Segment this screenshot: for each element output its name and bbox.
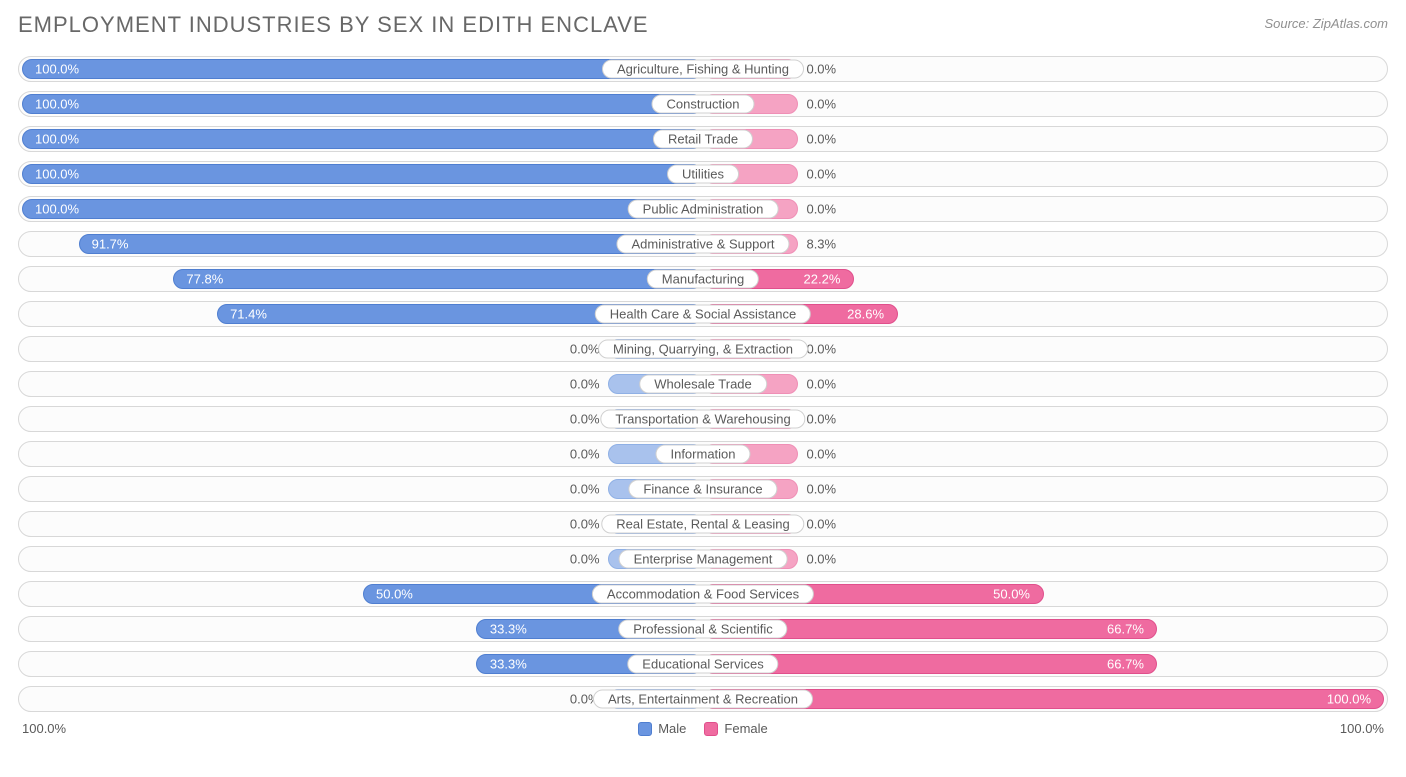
chart-container: EMPLOYMENT INDUSTRIES BY SEX IN EDITH EN… — [0, 0, 1406, 744]
category-label: Retail Trade — [653, 130, 753, 149]
legend-male-label: Male — [658, 721, 686, 736]
male-bar — [173, 269, 703, 289]
female-value-label: 0.0% — [806, 167, 836, 182]
chart-row: 100.0% 0.0% Public Administration — [18, 196, 1388, 222]
category-label: Mining, Quarrying, & Extraction — [598, 340, 808, 359]
legend: Male Female — [638, 721, 768, 736]
male-value-label: 0.0% — [570, 517, 600, 532]
category-label: Public Administration — [628, 200, 779, 219]
chart-row: 100.0% 0.0% Utilities — [18, 161, 1388, 187]
axis-left-label: 100.0% — [22, 721, 66, 736]
male-bar — [22, 94, 703, 114]
category-label: Information — [655, 445, 750, 464]
female-value-label: 28.6% — [847, 307, 884, 322]
male-value-label: 0.0% — [570, 377, 600, 392]
female-value-label: 0.0% — [806, 412, 836, 427]
male-value-label: 100.0% — [35, 62, 79, 77]
chart-row: 33.3% 66.7% Professional & Scientific — [18, 616, 1388, 642]
female-value-label: 0.0% — [806, 377, 836, 392]
female-value-label: 8.3% — [806, 237, 836, 252]
chart-row: 100.0% 0.0% Construction — [18, 91, 1388, 117]
male-bar — [22, 164, 703, 184]
legend-item-male: Male — [638, 721, 686, 736]
chart-area: 100.0%0.0%Agriculture, Fishing & Hunting… — [18, 56, 1388, 712]
category-label: Wholesale Trade — [639, 375, 767, 394]
chart-header: EMPLOYMENT INDUSTRIES BY SEX IN EDITH EN… — [18, 12, 1388, 38]
category-label: Utilities — [667, 165, 739, 184]
category-label: Transportation & Warehousing — [600, 410, 805, 429]
male-value-label: 0.0% — [570, 482, 600, 497]
category-label: Real Estate, Rental & Leasing — [601, 515, 804, 534]
male-value-label: 91.7% — [92, 237, 129, 252]
category-label: Arts, Entertainment & Recreation — [593, 690, 813, 709]
male-value-label: 50.0% — [376, 587, 413, 602]
female-value-label: 0.0% — [806, 97, 836, 112]
male-value-label: 100.0% — [35, 97, 79, 112]
chart-source: Source: ZipAtlas.com — [1264, 12, 1388, 31]
male-value-label: 33.3% — [490, 622, 527, 637]
female-value-label: 66.7% — [1107, 622, 1144, 637]
chart-row: 100.0% 0.0%Agriculture, Fishing & Hunting — [18, 56, 1388, 82]
male-value-label: 77.8% — [186, 272, 223, 287]
category-label: Finance & Insurance — [628, 480, 777, 499]
chart-row: 33.3% 66.7% Educational Services — [18, 651, 1388, 677]
chart-row: 0.0% 0.0% Wholesale Trade — [18, 371, 1388, 397]
male-value-label: 33.3% — [490, 657, 527, 672]
chart-row: 0.0%100.0%Arts, Entertainment & Recreati… — [18, 686, 1388, 712]
chart-title: EMPLOYMENT INDUSTRIES BY SEX IN EDITH EN… — [18, 12, 649, 38]
female-value-label: 0.0% — [806, 202, 836, 217]
female-value-label: 0.0% — [806, 342, 836, 357]
chart-footer: 100.0% Male Female 100.0% — [18, 721, 1388, 736]
female-value-label: 22.2% — [804, 272, 841, 287]
female-value-label: 50.0% — [993, 587, 1030, 602]
chart-row: 100.0% 0.0% Retail Trade — [18, 126, 1388, 152]
category-label: Professional & Scientific — [618, 620, 787, 639]
female-value-label: 0.0% — [806, 447, 836, 462]
male-bar — [79, 234, 703, 254]
chart-row: 71.4% 28.6% Health Care & Social Assistanc… — [18, 301, 1388, 327]
category-label: Administrative & Support — [616, 235, 789, 254]
male-value-label: 100.0% — [35, 167, 79, 182]
category-label: Accommodation & Food Services — [592, 585, 814, 604]
chart-row: 0.0% 0.0% Information — [18, 441, 1388, 467]
chart-row: 77.8% 22.2% Manufacturing — [18, 266, 1388, 292]
category-label: Enterprise Management — [619, 550, 788, 569]
male-value-label: 0.0% — [570, 552, 600, 567]
male-bar — [22, 199, 703, 219]
male-bar — [22, 129, 703, 149]
female-value-label: 0.0% — [806, 132, 836, 147]
legend-female-label: Female — [724, 721, 767, 736]
axis-right-label: 100.0% — [1340, 721, 1384, 736]
chart-row: 0.0% 0.0%Real Estate, Rental & Leasing — [18, 511, 1388, 537]
chart-row: 50.0% 50.0% Accommodation & Food Services — [18, 581, 1388, 607]
female-value-label: 0.0% — [806, 552, 836, 567]
chart-row: 0.0% 0.0%Transportation & Warehousing — [18, 406, 1388, 432]
category-label: Manufacturing — [647, 270, 759, 289]
female-value-label: 0.0% — [806, 62, 836, 77]
category-label: Educational Services — [627, 655, 778, 674]
legend-item-female: Female — [704, 721, 767, 736]
chart-row: 91.7% 8.3% Administrative & Support — [18, 231, 1388, 257]
female-value-label: 100.0% — [1327, 692, 1371, 707]
male-value-label: 71.4% — [230, 307, 267, 322]
female-swatch-icon — [704, 722, 718, 736]
category-label: Construction — [652, 95, 755, 114]
male-value-label: 100.0% — [35, 132, 79, 147]
female-value-label: 0.0% — [806, 517, 836, 532]
male-value-label: 0.0% — [570, 412, 600, 427]
female-value-label: 0.0% — [806, 482, 836, 497]
male-value-label: 100.0% — [35, 202, 79, 217]
female-value-label: 66.7% — [1107, 657, 1144, 672]
male-bar — [22, 59, 703, 79]
category-label: Agriculture, Fishing & Hunting — [602, 60, 804, 79]
category-label: Health Care & Social Assistance — [595, 305, 811, 324]
chart-row: 0.0% 0.0% Finance & Insurance — [18, 476, 1388, 502]
male-swatch-icon — [638, 722, 652, 736]
male-value-label: 0.0% — [570, 447, 600, 462]
chart-row: 0.0% 0.0%Mining, Quarrying, & Extraction — [18, 336, 1388, 362]
male-value-label: 0.0% — [570, 342, 600, 357]
chart-row: 0.0% 0.0% Enterprise Management — [18, 546, 1388, 572]
